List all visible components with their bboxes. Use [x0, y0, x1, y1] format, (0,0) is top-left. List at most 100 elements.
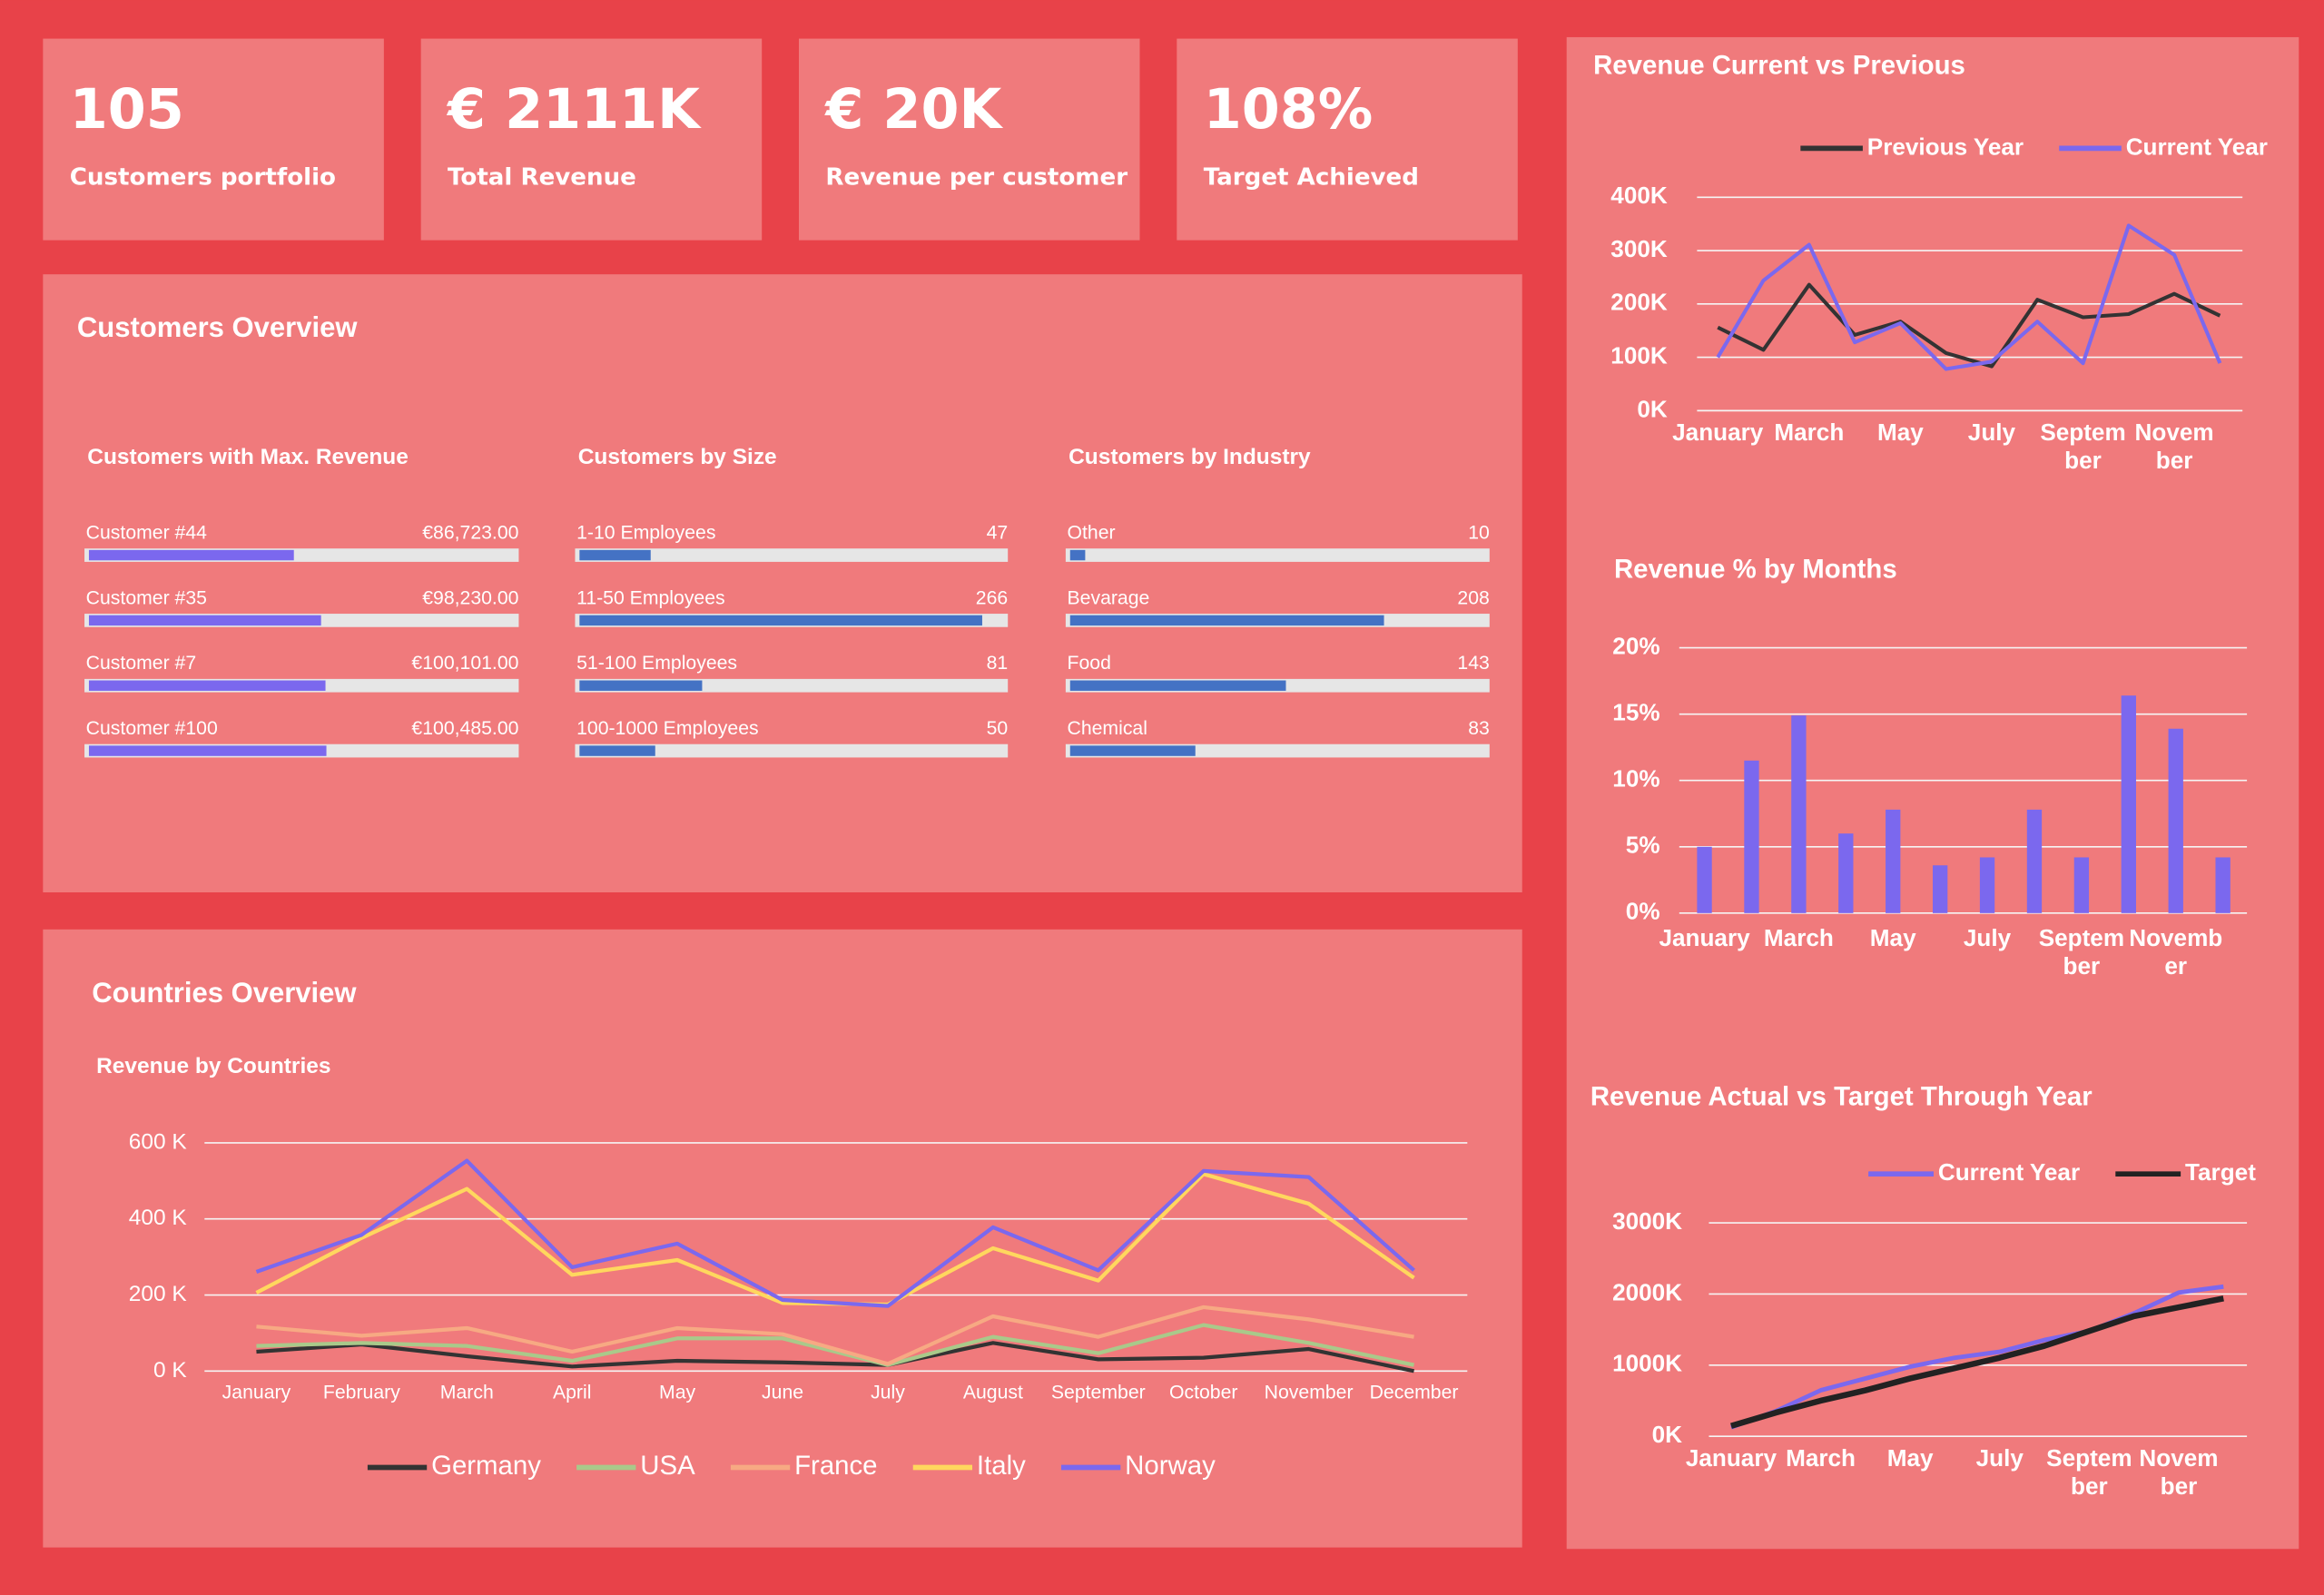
- x-tick-label-box: May: [1886, 1446, 1934, 1472]
- bar: [88, 549, 294, 561]
- x-tick-label: March: [1763, 926, 1834, 952]
- x-tick-label: January: [1659, 926, 1750, 952]
- x-tick-label-box: January: [1659, 926, 1750, 952]
- x-tick-label: January: [1672, 420, 1764, 447]
- kpi-card: [43, 38, 384, 241]
- x-tick-label: November: [2139, 1446, 2219, 1501]
- x-tick-label: September: [1051, 1382, 1146, 1403]
- legend-label: France: [794, 1451, 877, 1481]
- x-tick-label-box: November: [2135, 421, 2214, 475]
- bar: [1932, 865, 1948, 913]
- y-tick-label: 3000K: [1612, 1207, 1682, 1235]
- kpi-value: € 20K: [823, 78, 1003, 142]
- y-tick-label: 100K: [1610, 342, 1668, 369]
- y-tick-label: 1000K: [1612, 1350, 1682, 1377]
- x-tick-label-box: January: [1672, 420, 1764, 447]
- legend-label: USA: [640, 1451, 695, 1481]
- x-tick-label: March: [1774, 420, 1845, 447]
- legend-label: Germany: [431, 1451, 541, 1481]
- row-label: Bevarage: [1068, 587, 1150, 608]
- chart-title: Revenue % by Months: [1614, 554, 1897, 584]
- chart-title: Revenue Current vs Previous: [1593, 50, 1965, 80]
- section-title: Customers Overview: [77, 311, 358, 343]
- customers-panel: [43, 274, 1522, 892]
- row-value: 208: [1457, 587, 1489, 608]
- bar: [579, 745, 655, 756]
- series-line: [1730, 1295, 2224, 1429]
- legend-label: Previous Year: [1867, 133, 2024, 160]
- bar: [88, 615, 321, 626]
- y-tick-label: 400K: [1610, 182, 1668, 209]
- legend-label: Italy: [977, 1451, 1026, 1481]
- legend-label: Target: [2185, 1158, 2256, 1186]
- x-tick-label: September: [2040, 420, 2126, 475]
- section-title: Countries Overview: [92, 977, 357, 1009]
- bar-track: [1065, 548, 1490, 562]
- bar: [2121, 695, 2136, 913]
- legend-label: Norway: [1125, 1451, 1216, 1481]
- x-tick-label-box: September: [2040, 420, 2126, 475]
- panel-title: Customers by Size: [578, 445, 777, 469]
- y-tick-label: 200 K: [129, 1282, 188, 1306]
- y-tick-label: 15%: [1612, 699, 1659, 726]
- x-tick-label: November: [2129, 926, 2223, 980]
- x-tick-label-box: September: [2046, 1447, 2132, 1501]
- row-label: 51-100 Employees: [576, 653, 737, 674]
- series-line: [1730, 1284, 2224, 1430]
- series-line: [256, 1305, 1414, 1366]
- y-tick-label: 400 K: [129, 1206, 188, 1230]
- y-tick-label: 10%: [1612, 765, 1659, 793]
- x-tick-label: April: [553, 1382, 591, 1403]
- x-tick-label: January: [222, 1382, 291, 1403]
- y-tick-label: 0K: [1652, 1421, 1683, 1448]
- row-value: €100,101.00: [411, 653, 518, 674]
- bar: [1744, 760, 1759, 913]
- bar: [579, 549, 651, 561]
- x-tick-label-box: November: [2129, 926, 2223, 980]
- bar: [1979, 857, 1995, 913]
- x-tick-label-box: May: [1876, 420, 1924, 447]
- x-tick-label: February: [323, 1382, 400, 1403]
- row-value: €100,485.00: [411, 718, 518, 739]
- x-tick-label-box: July: [1975, 1446, 2024, 1472]
- x-tick-label: December: [1370, 1382, 1459, 1403]
- bar: [1886, 809, 1901, 913]
- bar: [2168, 728, 2183, 913]
- x-tick-label: November: [1265, 1382, 1354, 1403]
- x-tick-label-box: November: [2139, 1446, 2219, 1501]
- row-label: Other: [1068, 522, 1116, 543]
- row-value: 83: [1468, 718, 1490, 739]
- kpi-label: Customers portfolio: [70, 164, 336, 192]
- x-tick-label: May: [1876, 420, 1924, 447]
- bar: [1791, 715, 1807, 913]
- x-tick-label: March: [1786, 1446, 1856, 1472]
- x-tick-label-box: September: [2039, 927, 2124, 980]
- y-tick-label: 0 K: [153, 1358, 187, 1383]
- countries-panel: [43, 929, 1522, 1548]
- bar: [1069, 615, 1384, 626]
- row-value: 143: [1457, 653, 1489, 674]
- bar: [2215, 857, 2230, 913]
- right-panel: [1566, 36, 2299, 1550]
- series-line: [256, 1323, 1414, 1367]
- x-tick-label-box: May: [1870, 927, 1916, 952]
- bar: [1069, 549, 1086, 561]
- bar-track: [575, 743, 1009, 758]
- bar: [1697, 846, 1712, 913]
- bar: [579, 615, 982, 626]
- x-tick-label: July: [1967, 420, 2016, 447]
- kpi-value: 108%: [1204, 78, 1374, 142]
- row-label: 1-10 Employees: [576, 522, 715, 543]
- row-label: Food: [1068, 653, 1111, 674]
- x-tick-label: May: [1886, 1446, 1934, 1472]
- y-tick-label: 2000K: [1612, 1278, 1682, 1305]
- row-value: €98,230.00: [422, 587, 518, 608]
- legend-label: Current Year: [2126, 133, 2268, 160]
- x-tick-label-box: January: [1686, 1447, 1777, 1472]
- bar-track: [575, 548, 1009, 562]
- chart-title: Revenue by Countries: [96, 1054, 330, 1078]
- x-tick-label: July: [1975, 1446, 2024, 1472]
- bar: [2073, 857, 2090, 913]
